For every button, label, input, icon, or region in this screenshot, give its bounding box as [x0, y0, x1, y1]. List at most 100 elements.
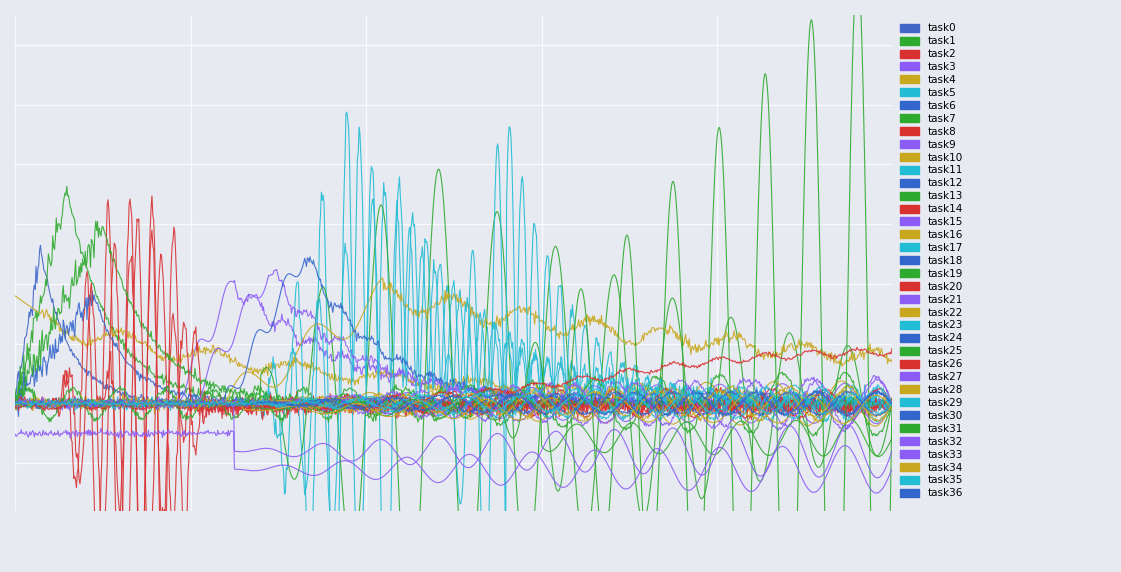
task13 [612, 400, 626, 407]
Line: task6: task6 [15, 291, 892, 416]
task22 [841, 382, 854, 388]
task7 [395, 541, 408, 548]
Line: task22: task22 [15, 385, 892, 423]
Line: task29: task29 [15, 384, 892, 420]
task21 [886, 401, 899, 408]
task7 [710, 402, 723, 408]
task9 [99, 400, 112, 407]
task11 [397, 256, 410, 263]
Line: task25: task25 [15, 0, 892, 572]
task29 [815, 381, 828, 388]
task31 [886, 435, 899, 442]
task1 [693, 398, 706, 405]
task29 [98, 402, 111, 409]
task24 [395, 406, 408, 413]
task16 [707, 384, 721, 391]
task26 [363, 405, 377, 412]
task28 [395, 394, 408, 400]
task2 [886, 402, 899, 409]
task23 [8, 399, 21, 406]
task9 [886, 402, 899, 409]
task26 [8, 403, 21, 410]
task14 [8, 395, 21, 402]
task30 [725, 388, 739, 395]
task11 [612, 398, 626, 404]
task22 [98, 400, 111, 407]
task24 [886, 399, 899, 406]
task3 [886, 399, 899, 406]
task31 [611, 434, 624, 441]
task12 [50, 407, 64, 414]
task36 [707, 405, 721, 412]
task34 [707, 419, 721, 426]
task31 [363, 403, 377, 410]
task22 [707, 405, 721, 412]
task34 [870, 392, 883, 399]
task18 [363, 404, 377, 411]
task31 [8, 400, 21, 407]
task36 [8, 399, 21, 406]
task6 [886, 402, 899, 408]
task35 [692, 399, 705, 406]
task26 [98, 405, 111, 412]
task28 [807, 414, 821, 421]
Line: task7: task7 [15, 169, 892, 572]
task34 [837, 420, 851, 427]
task33 [364, 475, 378, 482]
task4 [395, 372, 408, 379]
task9 [8, 400, 21, 407]
Line: task8: task8 [15, 196, 892, 572]
task14 [710, 406, 723, 412]
Line: task0: task0 [15, 245, 892, 409]
Line: task31: task31 [15, 396, 892, 456]
task17 [395, 397, 408, 404]
task2 [612, 412, 626, 419]
task16 [395, 412, 408, 419]
task26 [396, 394, 409, 400]
task14 [364, 399, 378, 406]
task15 [363, 407, 377, 414]
Line: task15: task15 [15, 383, 892, 424]
task17 [98, 398, 111, 404]
Line: task32: task32 [15, 398, 892, 478]
task6 [612, 403, 626, 410]
task3 [397, 367, 410, 374]
Line: task11: task11 [15, 177, 892, 572]
task33 [693, 475, 706, 482]
task24 [692, 396, 705, 403]
task18 [780, 413, 794, 420]
task33 [708, 446, 722, 453]
task13 [339, 407, 352, 414]
task36 [611, 404, 624, 411]
task18 [692, 390, 705, 396]
task36 [98, 399, 111, 406]
task5 [886, 399, 899, 406]
task13 [8, 406, 21, 413]
task15 [8, 400, 21, 407]
task27 [707, 410, 721, 416]
task17 [841, 380, 854, 387]
task10 [886, 359, 899, 366]
task6 [397, 396, 410, 403]
task6 [12, 413, 26, 420]
Line: task20: task20 [15, 387, 892, 420]
task29 [611, 410, 624, 416]
task8 [364, 404, 378, 411]
task10 [612, 334, 626, 341]
task22 [886, 402, 899, 408]
task7 [8, 396, 21, 403]
Line: task17: task17 [15, 384, 892, 422]
task32 [396, 457, 409, 464]
task13 [99, 231, 112, 238]
task11 [710, 408, 723, 415]
Line: task18: task18 [15, 389, 892, 416]
task23 [710, 404, 723, 411]
task26 [708, 355, 722, 362]
task5 [694, 390, 707, 396]
task12 [710, 399, 723, 406]
task0 [694, 399, 707, 406]
Line: task13: task13 [15, 221, 892, 410]
task4 [880, 402, 893, 408]
task9 [710, 402, 723, 408]
task25 [8, 400, 21, 407]
